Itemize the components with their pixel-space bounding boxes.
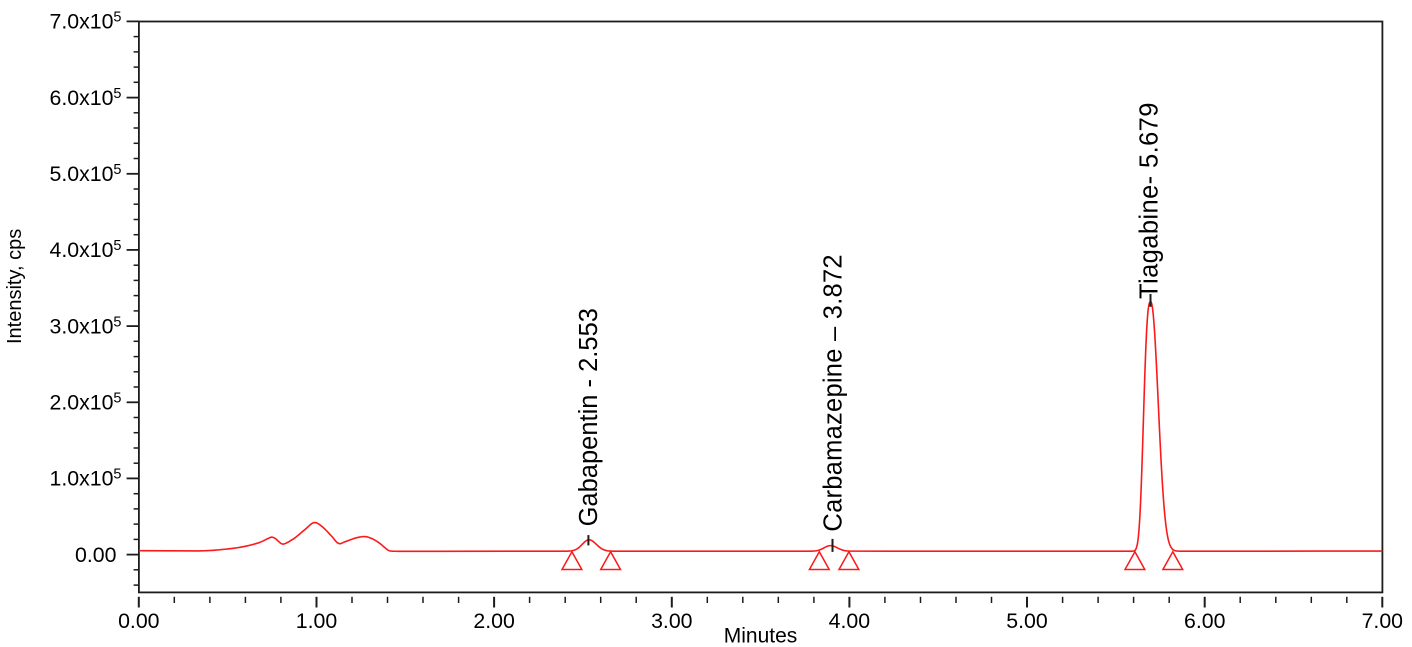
svg-text:6.00: 6.00 [1184,609,1226,633]
svg-text:4.00: 4.00 [829,609,871,633]
svg-text:1.00: 1.00 [296,609,338,633]
svg-text:2.00: 2.00 [473,609,515,633]
svg-text:1.0x105: 1.0x105 [49,467,121,491]
svg-text:7.00: 7.00 [1362,609,1404,633]
svg-text:Minutes: Minutes [724,625,798,647]
svg-text:Carbamazepine – 3.872: Carbamazepine – 3.872 [819,254,847,531]
svg-text:4.0x105: 4.0x105 [49,238,121,262]
svg-text:0.00: 0.00 [118,609,160,633]
svg-text:7.0x105: 7.0x105 [49,10,121,34]
svg-text:5.0x105: 5.0x105 [49,162,121,186]
svg-text:6.0x105: 6.0x105 [49,86,121,110]
svg-text:5.00: 5.00 [1006,609,1048,633]
svg-text:Gabapentin - 2.553: Gabapentin - 2.553 [575,308,603,526]
svg-text:Intensity, cps: Intensity, cps [4,229,26,344]
svg-text:0.00: 0.00 [75,543,117,567]
svg-text:2.0x105: 2.0x105 [49,391,121,415]
svg-text:3.00: 3.00 [651,609,693,633]
svg-text:Tiagabine- 5.679: Tiagabine- 5.679 [1136,102,1164,299]
svg-text:3.0x105: 3.0x105 [49,314,121,338]
